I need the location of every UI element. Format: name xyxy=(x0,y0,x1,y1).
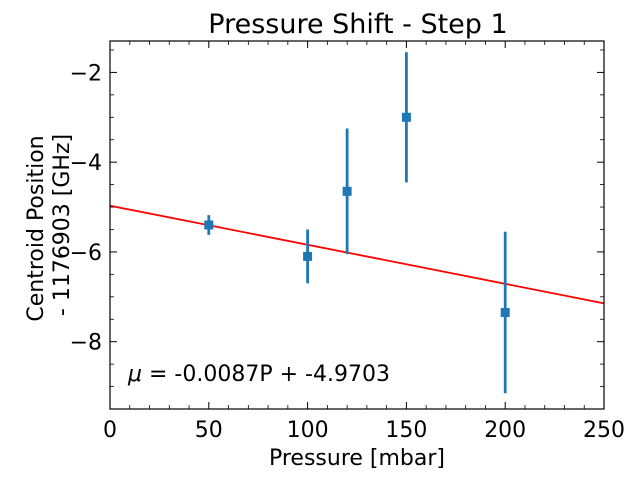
data-points-layer xyxy=(204,52,510,394)
data-point xyxy=(342,128,352,255)
data-point xyxy=(204,215,214,235)
fit-line xyxy=(109,204,605,305)
point-marker xyxy=(204,220,214,230)
x-tick-label: 100 xyxy=(287,418,329,443)
x-axis-label: Pressure [mbar] xyxy=(269,446,445,471)
x-tick-label: 50 xyxy=(195,418,223,443)
y-axis-label: Centroid Position - 1176903 [GHz] xyxy=(24,128,75,321)
plot-frame xyxy=(109,40,605,410)
axis-ticks-layer: 0 50 100 150 200 250 −8 −6 −4 −2 xyxy=(70,41,625,443)
x-tick-label: 200 xyxy=(484,418,526,443)
fit-equation-annotation: μ = -0.0087P + -4.9703 xyxy=(127,362,390,387)
point-marker xyxy=(500,308,510,318)
point-marker xyxy=(401,112,411,122)
y-tick-label: −4 xyxy=(70,151,102,176)
data-point xyxy=(401,52,411,183)
x-tick-label: 250 xyxy=(583,418,625,443)
y-axis-label-line2: - 1176903 [GHz] xyxy=(50,134,75,316)
x-tick-label: 0 xyxy=(103,418,117,443)
point-marker xyxy=(303,251,313,261)
y-tick-label: −8 xyxy=(70,331,102,356)
data-point xyxy=(500,231,510,394)
mu-symbol: μ xyxy=(127,362,142,387)
x-tick-label: 150 xyxy=(385,418,427,443)
y-tick-label: −6 xyxy=(70,241,102,266)
point-marker xyxy=(342,186,352,196)
y-axis-label-line1: Centroid Position xyxy=(24,135,49,321)
data-point xyxy=(303,229,313,284)
fit-equation-text: = -0.0087P + -4.9703 xyxy=(142,362,390,387)
chart-title: Pressure Shift - Step 1 xyxy=(208,9,507,40)
y-tick-label: −2 xyxy=(70,61,102,86)
fit-line-layer xyxy=(109,204,605,305)
